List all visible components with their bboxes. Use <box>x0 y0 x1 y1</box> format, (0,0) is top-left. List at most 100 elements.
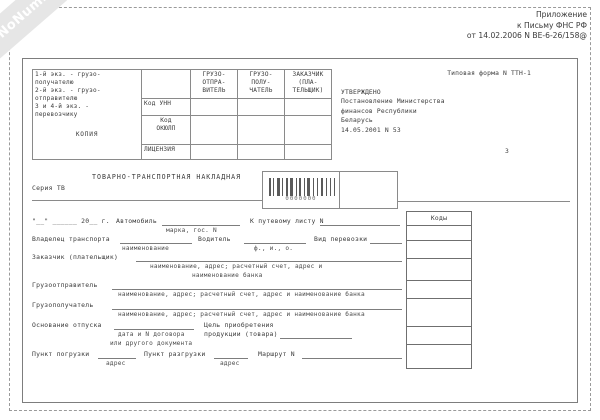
barcode-number: 0000000 <box>285 196 317 202</box>
approval-line-2: финансов Республики <box>341 107 417 115</box>
purpose-label-1: Цель приобретения <box>204 321 274 329</box>
title-box <box>32 175 338 201</box>
copies-and-codes-table: 1-й экз. - грузо- получателю 2-й экз. - … <box>32 69 332 160</box>
basis-sublabel-2: или другого документа <box>110 340 193 347</box>
vehicle-input-line[interactable] <box>162 225 240 226</box>
cell-okulp-shipper[interactable] <box>190 115 238 145</box>
table-row: ЛИЦЕНЗИЯ <box>33 144 332 160</box>
page-number: 3 <box>505 147 509 155</box>
owner-label: Владелец транспорта <box>32 235 110 243</box>
party-header-customer: ЗАКАЗЧИК (ПЛА- ТЕЛЬЩИК) <box>284 69 332 99</box>
owner-sublabel: наименование <box>122 245 170 252</box>
appendix-line-2: к Письму ФНС РФ <box>516 20 587 30</box>
cell-okulp-customer[interactable] <box>284 115 332 145</box>
copies-note-line-2: получателю <box>35 79 74 86</box>
approval-line-3: Беларусь <box>341 117 373 125</box>
route-label: Маршрут N <box>258 350 295 358</box>
party-header-consignee-line-2: ПОЛУ- <box>251 79 271 86</box>
codes-cell-4[interactable] <box>406 281 472 299</box>
party-header-consignee-line-1: ГРУЗО- <box>249 71 273 78</box>
barcode-side-box[interactable] <box>340 171 398 209</box>
vehicle-label: Автомобиль <box>116 217 157 225</box>
driver-sublabel: ф., и., о. <box>254 245 294 252</box>
basis-sublabel-1: дата и N договора <box>118 331 185 338</box>
barcode-icon <box>269 178 335 196</box>
unloading-sublabel: адрес <box>220 360 240 367</box>
codes-column: Коды <box>406 211 472 369</box>
purpose-input-line[interactable] <box>280 338 352 339</box>
field-row-loading: Пункт погрузки адрес Пункт разгрузки адр… <box>32 350 570 368</box>
consignee-input-line[interactable] <box>112 309 402 310</box>
cell-okulp-consignee[interactable] <box>237 115 285 145</box>
codes-cell-7[interactable] <box>406 345 472 369</box>
copies-note-line-6: перевозчику <box>35 111 78 118</box>
copies-note-cell: 1-й экз. - грузо- получателю 2-й экз. - … <box>32 69 142 160</box>
customer-label: Заказчик (плательщик) <box>32 253 119 261</box>
customer-input-line[interactable] <box>136 261 402 262</box>
basis-input-line[interactable] <box>114 329 194 330</box>
party-header-consignee: ГРУЗО- ПОЛУ- ЧАТЕЛЬ <box>237 69 285 99</box>
party-header-shipper-line-3: ВИТЕЛЬ <box>202 87 226 94</box>
consignee-label: Грузополучатель <box>32 301 94 309</box>
row-label-okulp-line-2: ОКЮЛП <box>156 125 176 132</box>
codes-cell-5[interactable] <box>406 299 472 327</box>
field-row-owner: Владелец транспорта наименование Водител… <box>32 235 570 253</box>
party-header-shipper-line-1: ГРУЗО- <box>202 71 226 78</box>
cell-unn-customer[interactable] <box>284 98 332 116</box>
form-body: 1-й экз. - грузо- получателю 2-й экз. - … <box>22 58 578 403</box>
codes-header: Коды <box>406 211 472 226</box>
row-label-header-cell <box>141 69 191 99</box>
cell-license-customer[interactable] <box>284 144 332 160</box>
owner-input-line[interactable] <box>120 243 192 244</box>
loading-input-line[interactable] <box>98 358 136 359</box>
approval-line-4: 14.05.2001 N 53 <box>341 126 401 134</box>
codes-cell-1[interactable] <box>406 226 472 241</box>
driver-input-line[interactable] <box>244 243 306 244</box>
field-row-customer: Заказчик (плательщик) наименование, адре… <box>32 253 570 279</box>
appendix-note: Приложение к Письму ФНС РФ от 14.02.2006… <box>467 10 587 42</box>
field-row-vehicle: "__" ______ 20__ г. Автомобиль марка, го… <box>32 217 570 235</box>
cell-license-consignee[interactable] <box>237 144 285 160</box>
copies-note-line-4: отправителю <box>35 95 78 102</box>
cell-unn-shipper[interactable] <box>190 98 238 116</box>
codes-cell-2[interactable] <box>406 241 472 259</box>
party-header-shipper-line-2: ОТПРА- <box>202 79 226 86</box>
copies-note-line-5: 3 и 4-й экз. - <box>35 103 90 110</box>
date-placeholder[interactable]: "__" ______ 20__ г. <box>32 217 110 225</box>
shipper-input-line[interactable] <box>112 289 402 290</box>
approval-notice: Типовая форма N ТТН-1 УТВЕРЖДЕНО Постано… <box>341 69 531 156</box>
codes-cell-3[interactable] <box>406 259 472 281</box>
title-and-barcode-row: ТОВАРНО-ТРАНСПОРТНАЯ НАКЛАДНАЯ Серия ТВ … <box>32 171 570 209</box>
barcode-box: 0000000 <box>262 171 340 209</box>
appendix-line-3: от 14.02.2006 N ВЕ-6-26/158@ <box>466 31 587 40</box>
customer-sublabel-2: наименование банка <box>192 272 263 279</box>
table-row: Код УНН <box>33 98 332 116</box>
basis-label: Основание отпуска <box>32 321 102 329</box>
consignee-sublabel: наименование, адрес; расчетный счет, адр… <box>118 311 365 318</box>
unloading-input-line[interactable] <box>214 358 248 359</box>
document-title: ТОВАРНО-ТРАНСПОРТНАЯ НАКЛАДНАЯ <box>92 173 242 181</box>
series-label: Серия ТВ <box>32 184 66 192</box>
field-row-basis: Основание отпуска дата и N договора или … <box>32 321 570 347</box>
transport-kind-label: Вид перевозки <box>314 235 368 243</box>
row-label-unn: Код УНН <box>141 98 191 116</box>
field-row-shipper: Грузоотправитель наименование, адрес; ра… <box>32 281 570 301</box>
customer-sublabel-1: наименование, адрес; расчетный счет, адр… <box>150 263 323 270</box>
route-input-line[interactable] <box>302 358 402 359</box>
loading-label: Пункт погрузки <box>32 350 90 358</box>
driver-label: Водитель <box>198 235 231 243</box>
party-header-consignee-line-3: ЧАТЕЛЬ <box>249 87 273 94</box>
cell-license-shipper[interactable] <box>190 144 238 160</box>
cell-unn-consignee[interactable] <box>237 98 285 116</box>
row-label-okulp: Код ОКЮЛП <box>141 115 191 145</box>
approval-line-1: Постановление Министерства <box>341 98 445 106</box>
codes-cell-6[interactable] <box>406 327 472 345</box>
party-header-shipper: ГРУЗО- ОТПРА- ВИТЕЛЬ <box>190 69 238 99</box>
transport-kind-input-line[interactable] <box>370 243 402 244</box>
copies-note-line-1: 1-й экз. - грузо- <box>35 71 101 78</box>
vehicle-sublabel: марка, гос. N <box>166 227 217 234</box>
copy-label: КОПИЯ <box>75 131 99 138</box>
field-row-consignee: Грузополучатель наименование, адрес; рас… <box>32 301 570 321</box>
unloading-label: Пункт разгрузки <box>144 350 206 358</box>
waybill-input-line[interactable] <box>320 225 400 226</box>
